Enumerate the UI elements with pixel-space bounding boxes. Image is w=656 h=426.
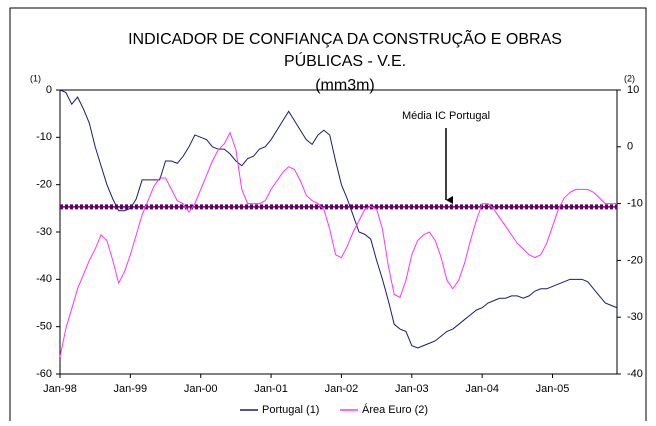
y-axis-label: (1) [30, 73, 41, 83]
x-tick-label: Jan-02 [325, 383, 359, 395]
line-series [59, 131, 617, 358]
line-series [59, 89, 618, 349]
x-tick-label: Jan-98 [43, 383, 77, 395]
y-tick-label: -40 [36, 273, 52, 285]
y-tick-label: -20 [36, 179, 52, 191]
y2-tick-label: -30 [627, 311, 643, 323]
legend-label: Portugal (1) [262, 404, 319, 416]
x-tick-label: Jan-01 [254, 383, 288, 395]
y-tick-label: -50 [36, 321, 52, 333]
y2-tick-label: -10 [627, 198, 643, 210]
y-tick-label: -30 [36, 226, 52, 238]
annotation: Média IC Portugal [402, 110, 490, 122]
x-tick-label: Jan-05 [536, 383, 570, 395]
x-tick-label: Jan-00 [184, 383, 218, 395]
y2-axis-label: (2) [624, 73, 635, 83]
x-tick-label: Jan-99 [114, 383, 148, 395]
plot-area [59, 89, 618, 375]
chart-title: PÚBLICAS - V.E. [284, 51, 406, 70]
chart-title: (mm3m) [315, 77, 375, 94]
y-tick-label: -60 [36, 368, 52, 380]
x-tick-label: Jan-04 [465, 383, 499, 395]
y2-tick-label: -20 [627, 254, 643, 266]
y-tick-label: 0 [46, 84, 52, 96]
y2-tick-label: 10 [627, 84, 639, 96]
legend-label: Área Euro (2) [362, 403, 428, 416]
y-tick-label: -10 [36, 131, 52, 143]
y2-tick-label: -40 [627, 368, 643, 380]
chart-title: INDICADOR DE CONFIANÇA DA CONSTRUÇÃO E O… [128, 28, 562, 48]
chart-border [9, 7, 647, 426]
y2-tick-label: 0 [627, 141, 633, 153]
x-tick-label: Jan-03 [395, 383, 429, 395]
